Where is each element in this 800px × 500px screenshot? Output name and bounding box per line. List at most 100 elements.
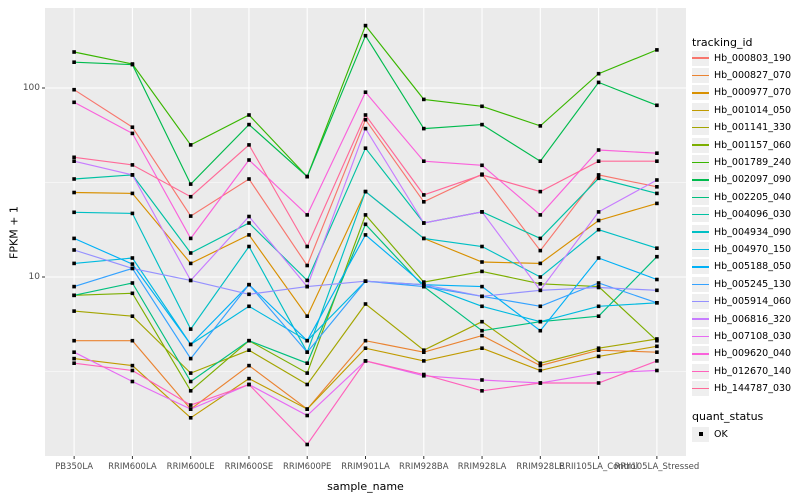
- legend-key-swatch: [692, 363, 709, 379]
- data-point: [655, 359, 659, 363]
- data-point: [480, 260, 484, 264]
- data-point: [363, 338, 368, 343]
- data-point: [305, 350, 309, 354]
- data-point: [247, 158, 251, 162]
- legend-item-Hb_002097_090: Hb_002097_090: [692, 172, 791, 188]
- legend-item-Hb_001141_330: Hb_001141_330: [692, 120, 791, 136]
- data-point: [538, 288, 543, 293]
- data-point: [480, 163, 484, 168]
- data-point: [480, 333, 484, 338]
- data-point: [538, 304, 543, 309]
- legend-item-Hb_004934_090: Hb_004934_090: [692, 224, 791, 240]
- data-point: [655, 246, 659, 250]
- legend-key-line: [692, 126, 709, 129]
- legend-item-Hb_001789_240: Hb_001789_240: [692, 154, 791, 170]
- data-point: [363, 113, 368, 117]
- data-point: [596, 304, 601, 309]
- data-point: [188, 251, 193, 255]
- legend-key-swatch: [692, 154, 709, 170]
- data-point: [305, 278, 309, 283]
- legend-item-Hb_006816_320: Hb_006816_320: [692, 311, 791, 327]
- legend-key-swatch: [692, 328, 709, 344]
- legend-key-line: [692, 213, 709, 216]
- data-point: [247, 214, 251, 219]
- data-point: [655, 178, 659, 182]
- data-point: [305, 213, 309, 217]
- data-point: [655, 254, 659, 259]
- data-point: [596, 176, 601, 181]
- data-point: [188, 407, 193, 411]
- data-point: [596, 281, 601, 285]
- data-point: [72, 236, 76, 241]
- legend-item-Hb_001014_050: Hb_001014_050: [692, 102, 791, 118]
- data-point: [72, 100, 76, 105]
- data-point: [130, 368, 135, 373]
- data-point: [247, 143, 251, 147]
- data-point: [422, 193, 426, 197]
- data-point: [305, 314, 309, 318]
- data-point: [655, 301, 659, 305]
- x-tick-label-RRIM901LA: RRIM901LA: [341, 462, 390, 472]
- data-point: [596, 354, 601, 359]
- legend-key-swatch: [692, 85, 709, 101]
- legend-key-swatch: [692, 294, 709, 310]
- data-point: [363, 222, 368, 227]
- legend-item-label: Hb_001157_060: [714, 139, 792, 151]
- x-tick-label-RRIM928LA: RRIM928LA: [457, 462, 507, 472]
- data-point: [247, 292, 251, 297]
- data-point: [422, 372, 426, 377]
- data-point: [422, 282, 426, 287]
- legend-key-line: [692, 300, 709, 303]
- data-point: [247, 122, 251, 127]
- legend-key-line: [692, 353, 709, 355]
- legend-key-swatch: [692, 50, 709, 66]
- data-point: [188, 342, 193, 347]
- data-point: [72, 60, 76, 64]
- legend-key-swatch: [692, 120, 709, 136]
- data-point: [655, 277, 659, 282]
- data-point: [655, 185, 659, 189]
- data-point: [130, 266, 135, 271]
- data-point: [247, 338, 251, 343]
- legend-item-Hb_009620_040: Hb_009620_040: [692, 346, 791, 362]
- data-point: [363, 213, 368, 217]
- legend-key-line: [692, 335, 709, 338]
- data-point: [422, 126, 426, 131]
- y-tick-label: 10: [28, 272, 40, 282]
- data-point: [363, 33, 368, 38]
- legend-item-label: Hb_006816_320: [714, 313, 792, 325]
- data-point: [247, 363, 251, 368]
- legend-key-swatch: [692, 346, 709, 362]
- data-point: [188, 356, 193, 361]
- data-point: [130, 211, 135, 216]
- data-point: [596, 218, 601, 223]
- data-point: [538, 319, 543, 324]
- x-tick-label-RRIM600PE: RRIM600PE: [283, 462, 332, 472]
- data-point: [363, 346, 368, 350]
- legend-key-line: [692, 57, 709, 59]
- data-point: [72, 177, 76, 181]
- data-point: [655, 350, 659, 354]
- data-point: [596, 227, 601, 232]
- data-point: [480, 389, 484, 393]
- data-point: [130, 281, 135, 285]
- data-point: [655, 48, 659, 52]
- legend-item-Hb_000803_190: Hb_000803_190: [692, 50, 791, 66]
- data-point: [655, 191, 659, 196]
- legend-key-line: [692, 387, 709, 390]
- data-point: [363, 233, 368, 237]
- data-point: [480, 104, 484, 109]
- legend: tracking_id Hb_000803_190 Hb_000827_070 Hb…: [690, 0, 800, 500]
- data-point: [596, 148, 601, 152]
- legend-item-label: Hb_005914_060: [714, 296, 792, 308]
- data-point: [247, 177, 251, 181]
- data-point: [538, 236, 543, 241]
- data-point: [538, 363, 543, 368]
- data-point: [596, 285, 601, 290]
- legend-item-label: Hb_005245_130: [714, 278, 792, 290]
- y-axis-title: FPKM + 1: [7, 206, 21, 259]
- legend-item-label: Hb_002205_040: [714, 191, 792, 203]
- legend-key-line: [692, 92, 709, 94]
